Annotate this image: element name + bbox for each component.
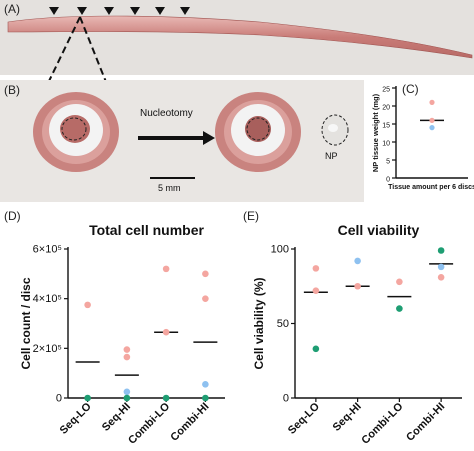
data-point (162, 265, 170, 273)
np-label: NP (325, 151, 338, 161)
data-point (123, 394, 131, 402)
data-point (312, 265, 320, 272)
x-tick-label: Combi-LO (359, 400, 405, 446)
y-tick-label: 50 (277, 318, 289, 330)
data-point (429, 99, 435, 105)
x-tick-label: Combi-LO (126, 400, 172, 446)
data-point (202, 394, 209, 402)
y-axis-label: Cell viability (%) (252, 277, 266, 369)
y-tick-label: 6×10⁵ (33, 244, 62, 256)
data-point (437, 247, 445, 254)
x-tick-label: Seq-HI (100, 401, 133, 434)
panel-label-c: (C) (402, 82, 419, 96)
data-point (84, 394, 91, 402)
x-tick-label: Combi-HI (168, 401, 211, 444)
data-point (354, 282, 361, 290)
data-point (202, 295, 209, 302)
y-tick-label: 0 (283, 393, 289, 405)
y-axis-label: NP tissue weight (mg) (371, 93, 380, 172)
data-point (437, 263, 445, 271)
data-point (162, 328, 170, 336)
y-tick-label: 5 (386, 159, 390, 166)
data-point (202, 381, 209, 388)
disc-photo: Nucleotomy 5 mm NP (0, 80, 364, 202)
data-point (429, 117, 435, 123)
y-tick-label: 20 (382, 105, 390, 112)
chart-title: Total cell number (89, 222, 204, 238)
x-tick-label: Seq-HI (331, 401, 364, 434)
cell-viability-chart: Cell viability Cell viability (%) 0 50 100 Se… (252, 222, 462, 447)
data-point (162, 394, 170, 402)
data-point (437, 274, 445, 281)
nucleotomy-label: Nucleotomy (140, 108, 193, 119)
data-point (396, 305, 403, 312)
x-tick-label: Combi-HI (404, 401, 447, 444)
data-point (123, 346, 131, 353)
tail-photo (0, 0, 474, 75)
np-weight-chart: NP tissue weight (mg) 0 5 10 15 20 25 Tissue am… (371, 86, 474, 191)
data-point (312, 287, 320, 295)
total-cell-number-chart: Total cell number Cell count / disc 0 2×10⁵… (19, 222, 225, 447)
y-tick-label: 15 (382, 123, 390, 130)
y-tick-label: 10 (382, 141, 390, 148)
x-tick-label: Tissue amount per 6 discs (388, 184, 474, 191)
data-point (429, 125, 435, 131)
disc-illustration (33, 92, 349, 179)
x-tick-label: Seq-LO (286, 400, 322, 436)
y-tick-label: 2×10⁵ (33, 343, 62, 355)
data-point (312, 345, 320, 353)
tail-illustration (7, 7, 473, 59)
y-tick-label: 0 (386, 177, 390, 184)
x-tick-label: Seq-LO (58, 400, 94, 436)
zoom-lines (34, 16, 119, 113)
panel-label-e: (E) (243, 209, 259, 223)
data-point (123, 388, 131, 396)
data-point (202, 270, 209, 278)
y-tick-label: 25 (382, 87, 390, 94)
y-axis-label: Cell count / disc (19, 277, 33, 369)
panel-label-d: (D) (4, 209, 21, 223)
data-point (84, 301, 91, 309)
y-tick-label: 4×10⁵ (33, 293, 62, 305)
chart-title: Cell viability (338, 222, 420, 238)
y-tick-label: 0 (56, 393, 62, 405)
y-tick-label: 100 (271, 244, 289, 256)
panel-label-a: (A) (4, 2, 20, 16)
data-point (354, 257, 361, 265)
data-point (396, 278, 403, 286)
scale-bar-label: 5 mm (158, 183, 181, 193)
data-point (123, 353, 131, 361)
panel-label-b: (B) (4, 83, 20, 97)
